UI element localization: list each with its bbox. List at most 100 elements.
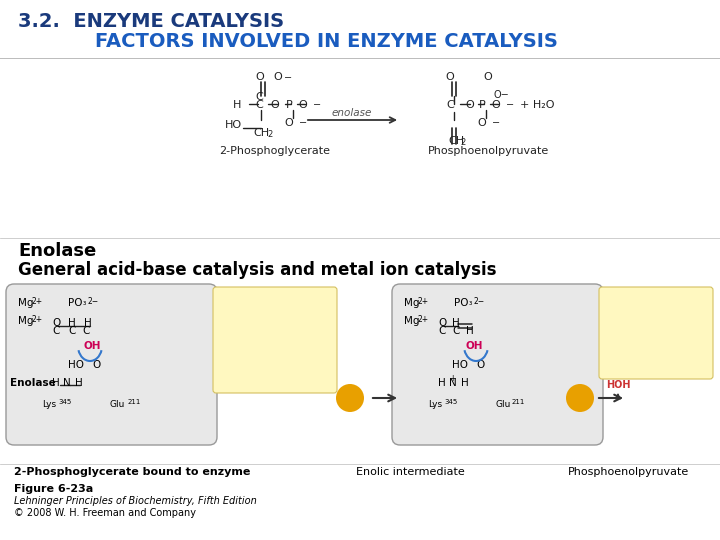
Text: 211: 211 <box>128 399 141 405</box>
Text: 2: 2 <box>267 130 272 139</box>
Text: H: H <box>68 318 76 328</box>
Text: O: O <box>52 318 60 328</box>
Text: P: P <box>286 100 292 110</box>
Text: 211: 211 <box>512 399 526 405</box>
Text: 3.2.  ENZYME CATALYSIS: 3.2. ENZYME CATALYSIS <box>18 12 284 31</box>
Text: −: − <box>506 100 514 110</box>
Text: O−: O− <box>494 90 510 100</box>
Text: −O: −O <box>646 334 663 344</box>
Text: 2+: 2+ <box>418 315 429 324</box>
Text: C: C <box>68 326 76 336</box>
Text: Lys: Lys <box>42 400 56 409</box>
Text: 2-Phosphoglycerate: 2-Phosphoglycerate <box>219 146 330 156</box>
Text: Mg: Mg <box>404 316 420 326</box>
Text: O: O <box>273 72 282 82</box>
Text: −: − <box>299 118 307 128</box>
Text: O: O <box>92 360 100 370</box>
FancyBboxPatch shape <box>213 287 337 393</box>
Text: Glu²¹¹ facilitates
elimination of the –OH
group by general acid
catalysis.: Glu²¹¹ facilitates elimination of the –O… <box>607 294 708 339</box>
Text: C: C <box>82 326 89 336</box>
Text: 2+: 2+ <box>32 297 43 306</box>
Text: Enolic intermediate: Enolic intermediate <box>356 467 464 477</box>
Text: O: O <box>446 72 454 82</box>
Text: HO: HO <box>225 120 242 130</box>
Text: O: O <box>477 118 487 128</box>
Text: O: O <box>664 326 672 336</box>
Text: 2+: 2+ <box>418 297 429 306</box>
Text: Enolase: Enolase <box>18 242 96 260</box>
Text: C: C <box>452 326 459 336</box>
Text: C: C <box>446 100 454 110</box>
Text: Lys³⁴⁵ abstracts a
proton by general
base catalysis. Two
Mg²⁺ ions stabilize the: Lys³⁴⁵ abstracts a proton by general bas… <box>222 295 324 363</box>
Text: −: − <box>492 118 500 128</box>
Text: O: O <box>438 318 446 328</box>
FancyBboxPatch shape <box>392 284 603 445</box>
Text: 2: 2 <box>575 391 585 404</box>
Text: OH: OH <box>466 341 484 351</box>
Text: 345: 345 <box>444 399 457 405</box>
Text: © 2008 W. H. Freeman and Company: © 2008 W. H. Freeman and Company <box>14 508 196 518</box>
Text: enolase: enolase <box>332 108 372 118</box>
Text: Glu: Glu <box>110 400 125 409</box>
Text: O: O <box>484 72 492 82</box>
Text: C: C <box>255 92 263 102</box>
Text: + H₂O: + H₂O <box>520 100 554 110</box>
Text: 2-Phosphoglycerate bound to enzyme: 2-Phosphoglycerate bound to enzyme <box>14 467 251 477</box>
Text: HOH: HOH <box>606 380 630 390</box>
Circle shape <box>336 384 364 412</box>
Text: −: − <box>284 73 292 83</box>
Text: 1: 1 <box>346 391 354 404</box>
Text: P: P <box>479 100 485 110</box>
Text: Lys: Lys <box>428 400 442 409</box>
Text: OH: OH <box>84 341 102 351</box>
Text: C: C <box>684 348 691 358</box>
Text: ₃: ₃ <box>83 298 86 307</box>
Text: ₃: ₃ <box>469 298 472 307</box>
Text: Mg: Mg <box>404 298 420 308</box>
Text: N: N <box>63 378 71 388</box>
Text: FACTORS INVOLVED IN ENZYME CATALYSIS: FACTORS INVOLVED IN ENZYME CATALYSIS <box>95 32 558 51</box>
Text: C: C <box>438 326 446 336</box>
Text: O: O <box>271 100 279 110</box>
Text: O: O <box>284 118 293 128</box>
Text: Phosphoenolpyruvate: Phosphoenolpyruvate <box>428 146 549 156</box>
Text: −: − <box>313 100 321 110</box>
Text: Mg: Mg <box>18 316 34 326</box>
FancyBboxPatch shape <box>6 284 217 445</box>
Text: CH: CH <box>448 136 464 146</box>
Text: Figure 6-23a: Figure 6-23a <box>14 484 94 494</box>
Text: PO: PO <box>68 298 83 308</box>
Text: H: H <box>694 348 702 358</box>
Text: Lehninger Principles of Biochemistry, Fifth Edition: Lehninger Principles of Biochemistry, Fi… <box>14 496 257 506</box>
Text: H: H <box>84 318 91 328</box>
Circle shape <box>566 384 594 412</box>
Text: O: O <box>492 100 500 110</box>
Text: C: C <box>664 348 671 358</box>
Text: O: O <box>466 100 474 110</box>
Text: H: H <box>75 378 83 388</box>
Text: 2−: 2− <box>473 297 484 306</box>
Text: Mg: Mg <box>18 298 34 308</box>
Text: H: H <box>438 378 446 388</box>
Text: HO: HO <box>68 360 84 370</box>
Text: Enolase: Enolase <box>10 378 55 388</box>
Text: O: O <box>476 360 485 370</box>
Text: 2+: 2+ <box>32 315 43 324</box>
Text: N: N <box>449 378 456 388</box>
Text: O: O <box>256 72 264 82</box>
Text: O: O <box>299 100 307 110</box>
FancyBboxPatch shape <box>599 287 713 379</box>
Text: PO: PO <box>454 298 469 308</box>
Text: C: C <box>255 100 263 110</box>
Text: 2−: 2− <box>87 297 98 306</box>
Text: Glu: Glu <box>496 400 511 409</box>
Text: O: O <box>652 360 660 370</box>
Text: H: H <box>452 318 460 328</box>
Text: 2−: 2− <box>676 307 687 316</box>
Text: H: H <box>461 378 469 388</box>
Text: C: C <box>52 326 59 336</box>
Text: PO: PO <box>658 308 672 318</box>
Text: H: H <box>52 378 60 388</box>
Text: Phosphoenolpyruvate: Phosphoenolpyruvate <box>568 467 689 477</box>
Text: H: H <box>233 100 241 110</box>
